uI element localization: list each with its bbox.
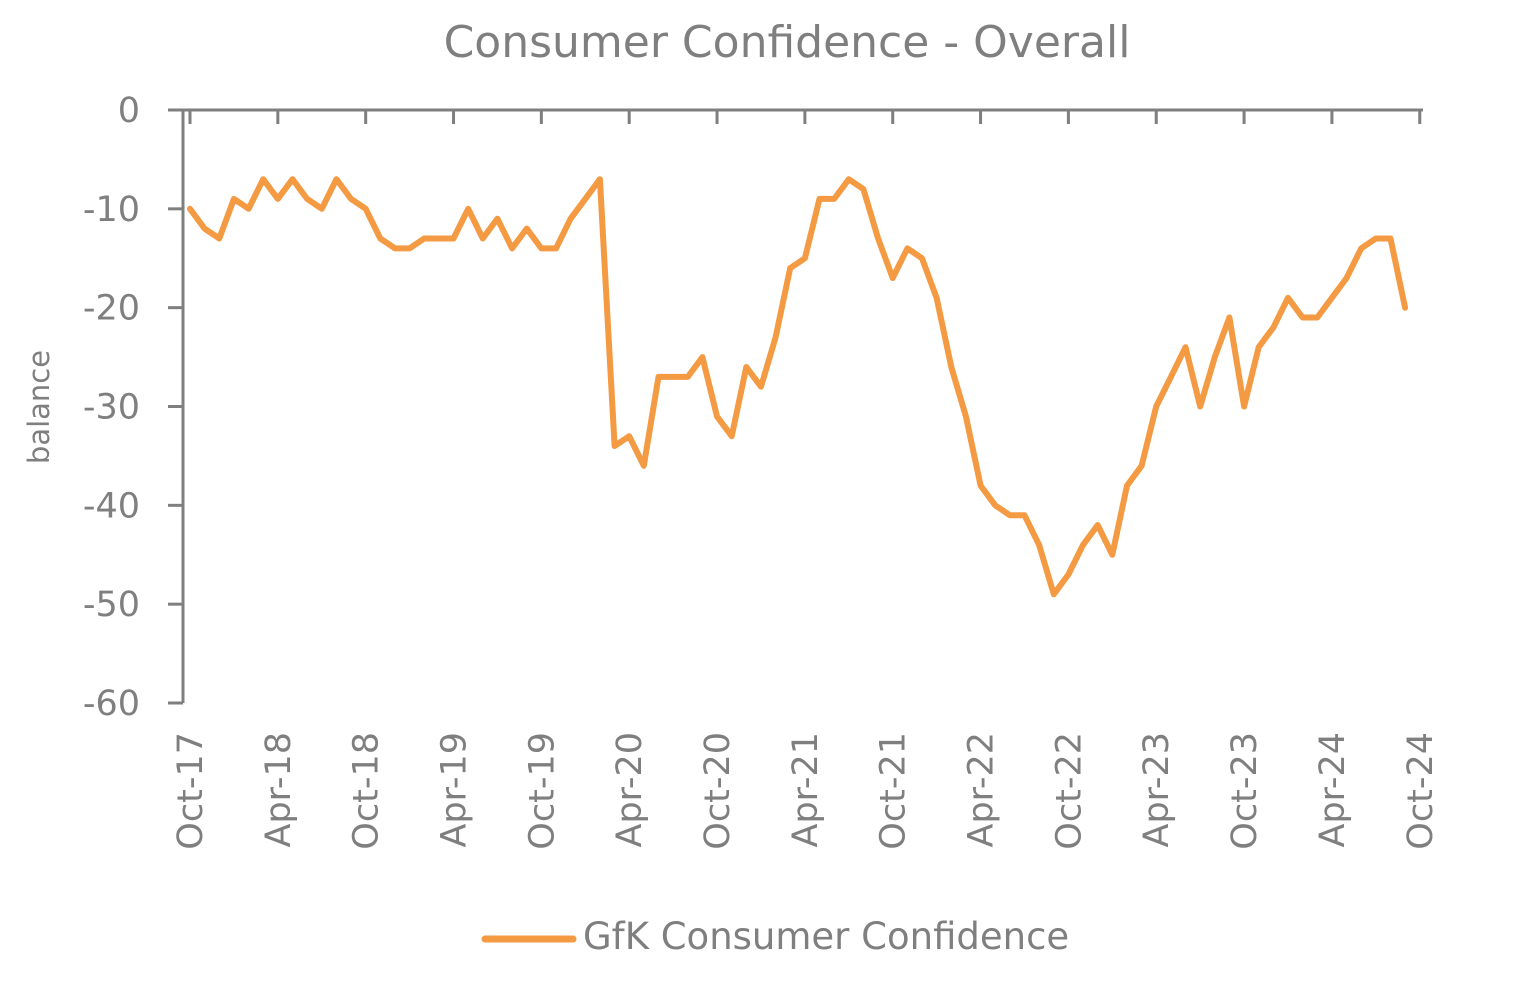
x-tick-label: Oct-19 — [522, 732, 562, 850]
y-tick-label: -10 — [83, 190, 140, 230]
y-tick-label: 0 — [118, 91, 140, 131]
x-tick-label: Apr-20 — [610, 732, 650, 847]
chart-title: Consumer Confidence - Overall — [444, 17, 1131, 68]
x-tick-label: Apr-19 — [435, 732, 475, 847]
y-tick-label: -30 — [83, 388, 140, 428]
y-tick-label: -60 — [83, 684, 140, 724]
legend-label: GfK Consumer Confidence — [583, 915, 1069, 958]
x-tick-label: Oct-22 — [1049, 732, 1089, 850]
y-tick-label: -20 — [83, 289, 140, 329]
x-tick-label: Oct-17 — [171, 732, 211, 850]
x-tick-label: Oct-24 — [1401, 732, 1441, 850]
x-tick-label: Apr-23 — [1137, 732, 1177, 847]
x-tick-label: Apr-18 — [259, 732, 299, 847]
y-axis-ticks: 0 -10 -20 -30 -40 -50 -60 — [83, 91, 183, 724]
y-tick-label: -50 — [83, 585, 140, 625]
series-line-gfk-consumer-confidence — [187, 176, 1409, 598]
y-tick-label: -40 — [83, 486, 140, 526]
legend: GfK Consumer Confidence — [481, 915, 1069, 958]
x-tick-label: Oct-23 — [1225, 732, 1265, 850]
x-tick-label: Oct-20 — [698, 732, 738, 850]
x-tick-label: Oct-18 — [347, 732, 387, 850]
x-tick-label: Apr-21 — [786, 732, 826, 847]
x-axis-ticks: Oct-17 Apr-18 Oct-18 Apr-19 Oct-19 Apr-20 Oct-… — [171, 110, 1441, 850]
y-axis-label: balance — [22, 350, 56, 464]
series-group — [187, 176, 1409, 598]
x-tick-label: Oct-21 — [874, 732, 914, 850]
x-tick-label: Apr-22 — [962, 732, 1002, 847]
x-tick-label: Apr-24 — [1313, 732, 1353, 847]
